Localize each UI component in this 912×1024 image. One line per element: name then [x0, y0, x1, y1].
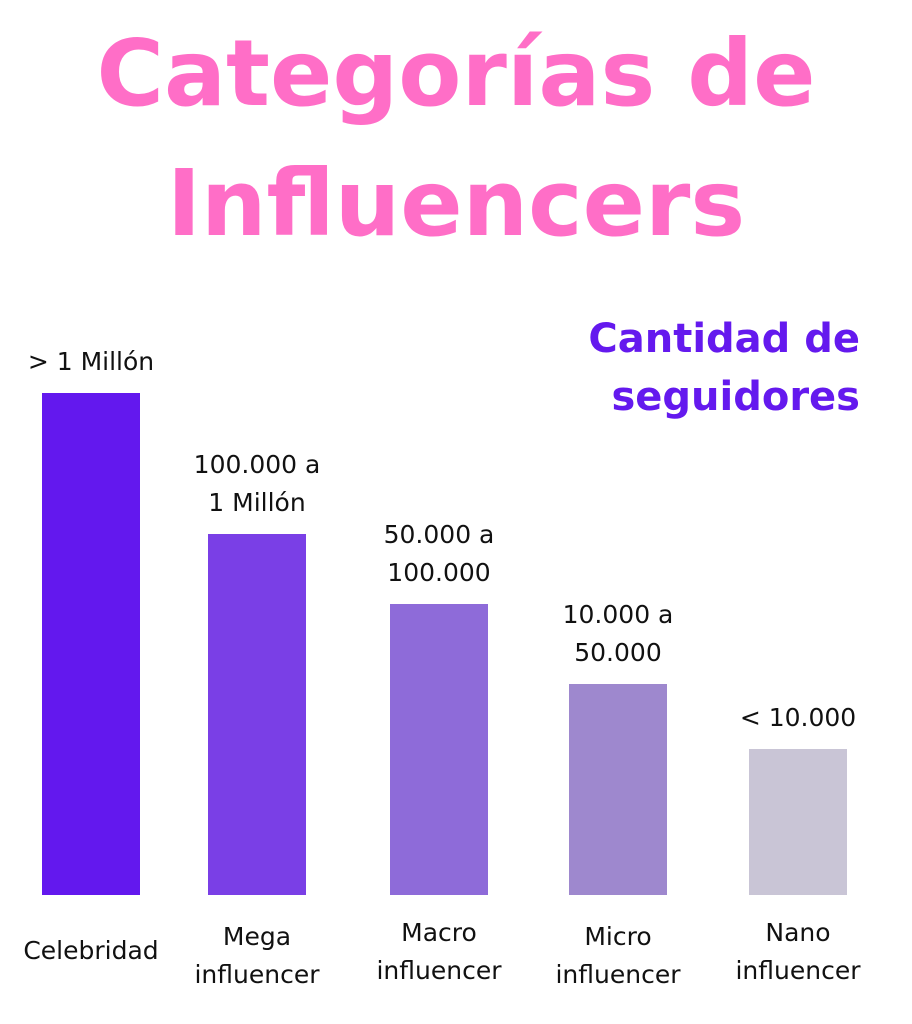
bar-0	[42, 393, 140, 895]
data-label-2: 50.000 a 100.000	[339, 516, 539, 592]
data-label-1: 100.000 a 1 Millón	[157, 446, 357, 522]
chart-subtitle: Cantidad de seguidores	[588, 310, 860, 426]
bar-1	[208, 533, 306, 895]
bar-3	[569, 684, 667, 895]
bar-2	[390, 603, 488, 895]
category-label-line: influencer	[735, 956, 861, 985]
data-label-line: 50.000 a	[383, 519, 495, 549]
data-label-4: < 10.000	[698, 699, 898, 737]
category-label-line: influencer	[194, 960, 320, 989]
category-label-line: Macro	[401, 918, 477, 947]
category-label-line: Celebridad	[23, 936, 159, 965]
data-label-line: 100.000	[387, 557, 491, 587]
chart-title-line-1: Categorías de	[96, 20, 816, 127]
subtitle-line-2: seguidores	[611, 374, 860, 420]
data-label-line: 10.000 a	[562, 600, 674, 630]
data-label-line: 1 Millón	[208, 487, 306, 517]
data-label-line: > 1 Millón	[27, 347, 155, 376]
category-label-line: Micro	[584, 922, 652, 951]
data-label-line: 100.000 a	[193, 449, 321, 479]
category-label-line: Nano	[765, 918, 831, 947]
category-label-2: Macro influencer	[339, 914, 539, 990]
chart-title-line-2: Influencers	[166, 150, 746, 257]
data-label-line: 50.000	[574, 638, 662, 668]
bar-4	[749, 749, 847, 895]
category-label-line: Mega	[222, 922, 292, 951]
category-label-3: Micro influencer	[518, 918, 718, 994]
subtitle-line-1: Cantidad de	[588, 316, 860, 362]
data-label-line: < 10.000	[739, 703, 857, 733]
data-label-0: > 1 Millón	[0, 343, 191, 381]
category-label-0: Celebridad	[0, 932, 191, 970]
category-label-line: influencer	[555, 960, 681, 989]
data-label-3: 10.000 a 50.000	[518, 596, 718, 672]
category-label-line: influencer	[376, 956, 502, 985]
category-label-1: Mega influencer	[157, 918, 357, 994]
category-label-4: Nano influencer	[698, 914, 898, 990]
